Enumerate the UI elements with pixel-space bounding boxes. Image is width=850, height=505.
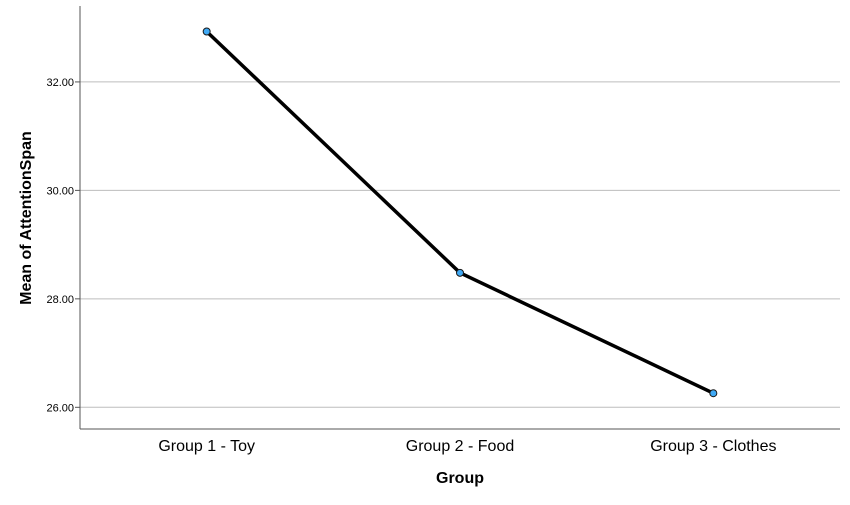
y-tick-label: 28.00 [46,294,74,306]
axes [79,6,840,430]
y-tick-label: 26.00 [46,402,74,414]
y-tick-labels: 26.00 28.00 30.00 32.00 [46,77,80,414]
data-point [456,268,464,277]
series-line [205,30,715,395]
data-point [202,27,211,36]
y-tick-label: 30.00 [46,185,74,197]
x-tick-label: Group 3 - Clothes [650,438,776,455]
y-tick-label: 32.00 [46,77,74,89]
x-tick-labels: Group 1 - Toy Group 2 - Food Group 3 - Clo… [158,438,776,455]
gridlines [80,81,840,408]
series [202,27,718,398]
x-tick-label: Group 1 - Toy [158,438,255,455]
y-axis-title: Mean of AttentionSpan [18,131,35,305]
x-axis-title: Group [436,470,484,487]
x-tick-label: Group 2 - Food [406,438,515,455]
data-point [709,389,718,398]
